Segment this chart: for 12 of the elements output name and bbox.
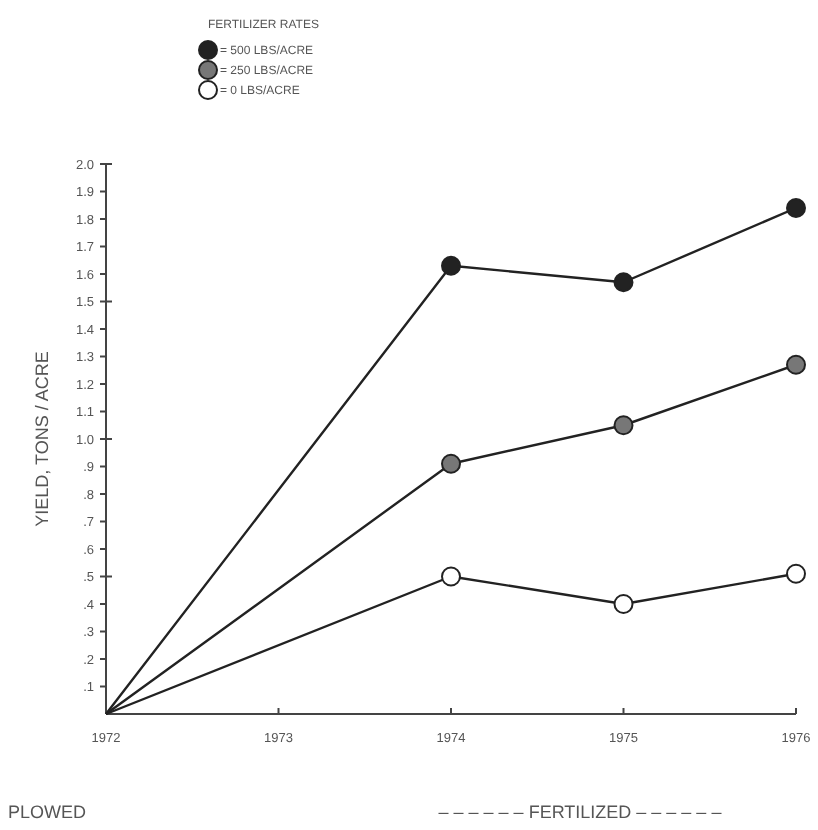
point bbox=[786, 354, 806, 375]
text: PLOWED bbox=[8, 802, 88, 822]
point bbox=[786, 198, 806, 218]
y-axis-title: YIELD, TONS / ACRE bbox=[32, 351, 52, 527]
point bbox=[441, 566, 461, 587]
text: – – – – – – FERTILIZED – – – – – – bbox=[438, 802, 722, 822]
point bbox=[613, 272, 634, 293]
point bbox=[786, 563, 806, 584]
point bbox=[441, 255, 461, 276]
point bbox=[613, 415, 634, 436]
point bbox=[613, 594, 634, 614]
point bbox=[441, 453, 461, 474]
